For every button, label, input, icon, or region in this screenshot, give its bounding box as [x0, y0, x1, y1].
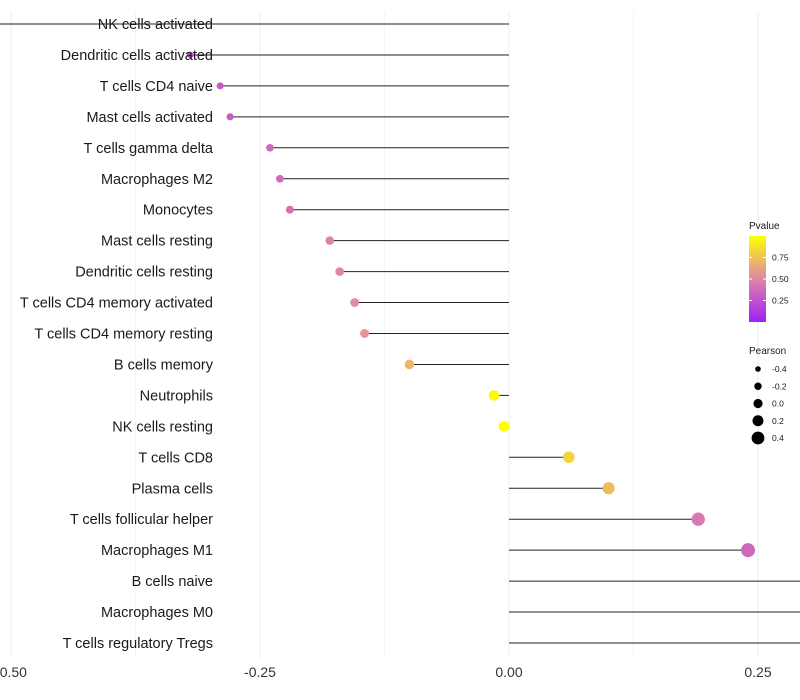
dot-t-cells-gamma-delta	[266, 143, 274, 152]
dot-t-cells-cd4-memory-resting	[360, 329, 370, 338]
pvalue-tick-label: 0.75	[772, 253, 789, 263]
label-nk-cells-resting: NK cells resting	[112, 419, 213, 435]
pearson-size-label: -0.2	[772, 381, 787, 391]
pearson-size-label: -0.4	[772, 364, 787, 374]
label-macrophages-m0: Macrophages M0	[101, 605, 213, 621]
category-labels: NK cells activated Dendritic cells activa…	[20, 17, 214, 652]
pearson-size-dot	[752, 415, 764, 427]
pvalue-tick-label: 0.50	[772, 274, 789, 284]
label-b-cells-naive: B cells naive	[132, 574, 213, 590]
dot-t-cells-cd8	[562, 451, 575, 464]
x-tick-label: -0.50	[0, 664, 27, 680]
label-t-cells-cd4-memory-resting: T cells CD4 memory resting	[34, 327, 213, 343]
x-axis-ticks: -0.50 -0.25 0.00 0.25	[0, 664, 772, 680]
label-b-cells-memory: B cells memory	[114, 357, 214, 373]
pearson-legend: Pearson -0.4 -0.2 0.0 0.2 0.4	[749, 346, 787, 445]
label-macrophages-m1: Macrophages M1	[101, 543, 213, 559]
pearson-size-dot	[751, 431, 765, 445]
lollipop-sticks	[0, 23, 800, 644]
pearson-size-label: 0.4	[772, 433, 784, 443]
label-t-cells-gamma-delta: T cells gamma delta	[84, 141, 214, 157]
label-mast-cells-activated: Mast cells activated	[86, 110, 213, 126]
pearson-size-label: 0.0	[772, 399, 784, 409]
pearson-size-dot	[754, 382, 762, 390]
dot-t-cells-cd4-memory-activated	[350, 298, 360, 307]
lollipop-dots	[186, 51, 756, 558]
dot-macrophages-m1	[741, 543, 756, 558]
x-tick-label: 0.25	[744, 664, 771, 680]
x-tick-label: -0.25	[244, 664, 276, 680]
pvalue-legend: Pvalue 0.25 0.50 0.75	[749, 221, 789, 322]
label-t-cells-regulatory-tregs: T cells regulatory Tregs	[63, 636, 213, 652]
label-monocytes: Monocytes	[143, 203, 213, 219]
label-plasma-cells: Plasma cells	[132, 481, 213, 497]
label-neutrophils: Neutrophils	[140, 388, 213, 404]
label-t-cells-cd8: T cells CD8	[138, 450, 213, 466]
dot-t-cells-cd4-naive	[216, 82, 224, 90]
dot-macrophages-m2	[276, 174, 284, 183]
label-macrophages-m2: Macrophages M2	[101, 172, 213, 188]
label-dendritic-cells-resting: Dendritic cells resting	[75, 265, 213, 281]
pearson-legend-title: Pearson	[749, 346, 786, 357]
dot-t-cells-follicular-helper	[691, 512, 705, 526]
dot-nk-cells-resting	[498, 420, 510, 432]
dot-plasma-cells	[602, 482, 615, 495]
label-dendritic-cells-activated: Dendritic cells activated	[61, 48, 213, 64]
pearson-size-dot	[753, 398, 763, 409]
label-t-cells-cd4-memory-activated: T cells CD4 memory activated	[20, 296, 213, 312]
pearson-size-dot	[755, 366, 761, 372]
label-t-cells-cd4-naive: T cells CD4 naive	[100, 79, 213, 95]
label-nk-cells-activated: NK cells activated	[98, 17, 213, 33]
label-mast-cells-resting: Mast cells resting	[101, 234, 213, 250]
dot-neutrophils	[488, 390, 500, 401]
dot-mast-cells-activated	[226, 113, 234, 121]
pvalue-colorbar	[749, 236, 766, 322]
dot-monocytes	[285, 205, 294, 214]
pvalue-tick-label: 0.25	[772, 296, 789, 306]
label-t-cells-follicular-helper: T cells follicular helper	[70, 512, 213, 528]
x-tick-label: 0.00	[495, 664, 522, 680]
grid-lines	[10, 12, 759, 658]
pvalue-legend-title: Pvalue	[749, 221, 780, 232]
pearson-size-label: 0.2	[772, 416, 784, 426]
dot-dendritic-cells-activated	[186, 51, 194, 59]
dot-dendritic-cells-resting	[335, 267, 344, 276]
dot-mast-cells-resting	[325, 236, 334, 245]
dot-b-cells-memory	[404, 359, 415, 370]
